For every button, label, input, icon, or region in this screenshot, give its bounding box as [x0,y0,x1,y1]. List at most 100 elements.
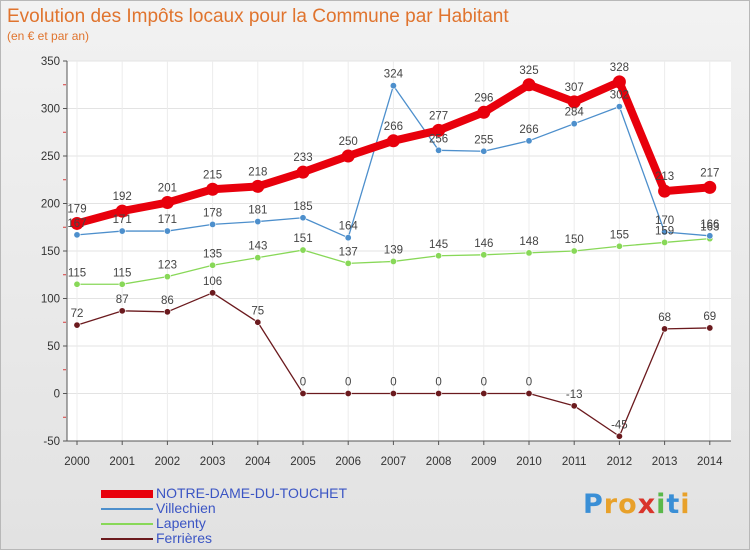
data-point-notre-dame-du-touchet [70,216,84,230]
data-label-ferrieres: 0 [481,377,487,389]
data-point-lapenty [254,254,262,262]
data-label-villechien: 178 [203,207,222,219]
data-label-ferrieres: 0 [526,377,532,389]
data-label-lapenty: 150 [565,234,584,246]
data-label-lapenty: 115 [113,267,131,279]
data-point-lapenty [299,246,307,254]
data-label-ferrieres: 68 [658,312,671,324]
data-point-villechien [525,137,533,145]
chart-title: Evolution des Impôts locaux pour la Comm… [7,6,509,27]
data-label-notre-dame-du-touchet: 217 [700,167,719,179]
data-point-lapenty [118,280,126,288]
data-point-ferrieres [73,321,81,329]
data-label-lapenty: 159 [655,225,674,237]
legend-swatch-lapenty [101,523,153,525]
data-point-notre-dame-du-touchet [296,165,310,179]
data-point-ferrieres [163,308,171,316]
data-point-notre-dame-du-touchet [477,105,491,119]
data-point-ferrieres [435,389,443,397]
data-label-notre-dame-du-touchet: 250 [339,136,358,148]
data-label-ferrieres: 86 [161,295,174,307]
x-tick-label: 2006 [335,456,361,468]
data-label-notre-dame-du-touchet: 218 [248,166,267,178]
data-point-villechien [706,232,714,240]
x-tick-label: 2002 [155,456,181,468]
data-point-ferrieres [525,389,533,397]
y-tick-label: 350 [41,56,60,68]
data-label-villechien: 171 [158,214,177,226]
legend-label-notre-dame-du-touchet: NOTRE-DAME-DU-TOUCHET [156,485,348,501]
data-label-lapenty: 148 [519,236,538,248]
logo-letter: x [637,489,657,520]
data-point-ferrieres [344,389,352,397]
data-label-ferrieres: 87 [116,294,129,306]
x-tick-label: 2001 [109,456,135,468]
data-point-notre-dame-du-touchet [115,204,129,218]
data-point-ferrieres [389,389,397,397]
data-point-lapenty [525,249,533,257]
data-label-villechien: 181 [248,205,267,217]
y-tick-label: 200 [41,199,60,211]
legend-label-lapenty: Lapenty [156,515,206,531]
data-label-notre-dame-du-touchet: 307 [565,82,584,94]
data-label-notre-dame-du-touchet: 328 [610,62,629,74]
data-label-notre-dame-du-touchet: 179 [67,203,86,215]
y-tick-label: -50 [43,436,60,448]
x-tick-label: 2014 [697,456,723,468]
legend-label-ferrieres: Ferrières [156,530,213,546]
data-label-notre-dame-du-touchet: 233 [293,152,312,164]
data-point-villechien [254,218,262,226]
data-point-villechien [435,146,443,154]
data-label-notre-dame-du-touchet: 213 [655,171,674,183]
data-label-lapenty: 123 [158,260,177,272]
data-label-ferrieres: -13 [566,389,583,401]
data-point-lapenty [209,261,217,269]
y-tick-label: 300 [41,104,60,116]
data-label-lapenty: 146 [474,238,493,250]
data-point-ferrieres [661,325,669,333]
legend-label-villechien: Villechien [156,500,216,516]
data-label-villechien: 266 [519,124,538,136]
data-label-villechien: 302 [610,90,629,102]
data-point-notre-dame-du-touchet [251,179,265,193]
data-point-notre-dame-du-touchet [612,75,626,89]
data-point-villechien [299,214,307,222]
logo-letter: i [680,489,691,520]
x-tick-label: 2004 [245,456,271,468]
data-point-lapenty [344,259,352,267]
y-tick-label: 0 [54,389,60,401]
data-label-notre-dame-du-touchet: 277 [429,110,448,122]
data-label-notre-dame-du-touchet: 296 [474,92,493,104]
logo-letter: r [603,489,619,520]
data-label-villechien: 167 [67,218,86,230]
data-label-villechien: 166 [700,219,719,231]
data-point-lapenty [480,251,488,259]
proxiti-logo: Proxiti [583,489,691,520]
data-point-ferrieres [706,324,714,332]
data-point-lapenty [163,273,171,281]
data-label-ferrieres: 0 [300,377,306,389]
data-point-ferrieres [118,307,126,315]
x-tick-label: 2009 [471,456,497,468]
data-label-ferrieres: 106 [203,276,222,288]
data-point-notre-dame-du-touchet [658,184,672,198]
data-point-lapenty [435,252,443,260]
data-point-villechien [344,234,352,242]
data-label-lapenty: 139 [384,244,403,256]
x-tick-label: 2003 [200,456,226,468]
y-tick-label: 50 [47,341,60,353]
legend-swatch-villechien [101,508,153,510]
data-label-lapenty: 163 [700,222,719,234]
data-label-ferrieres: 75 [251,305,264,317]
data-label-villechien: 171 [113,214,132,226]
data-point-ferrieres [299,389,307,397]
data-point-ferrieres [480,389,488,397]
data-label-ferrieres: 72 [71,308,84,320]
y-tick-label: 150 [41,246,60,258]
data-label-notre-dame-du-touchet: 266 [384,121,403,133]
data-point-notre-dame-du-touchet [432,123,446,137]
logo-letter: i [656,489,667,520]
x-tick-label: 2005 [290,456,316,468]
